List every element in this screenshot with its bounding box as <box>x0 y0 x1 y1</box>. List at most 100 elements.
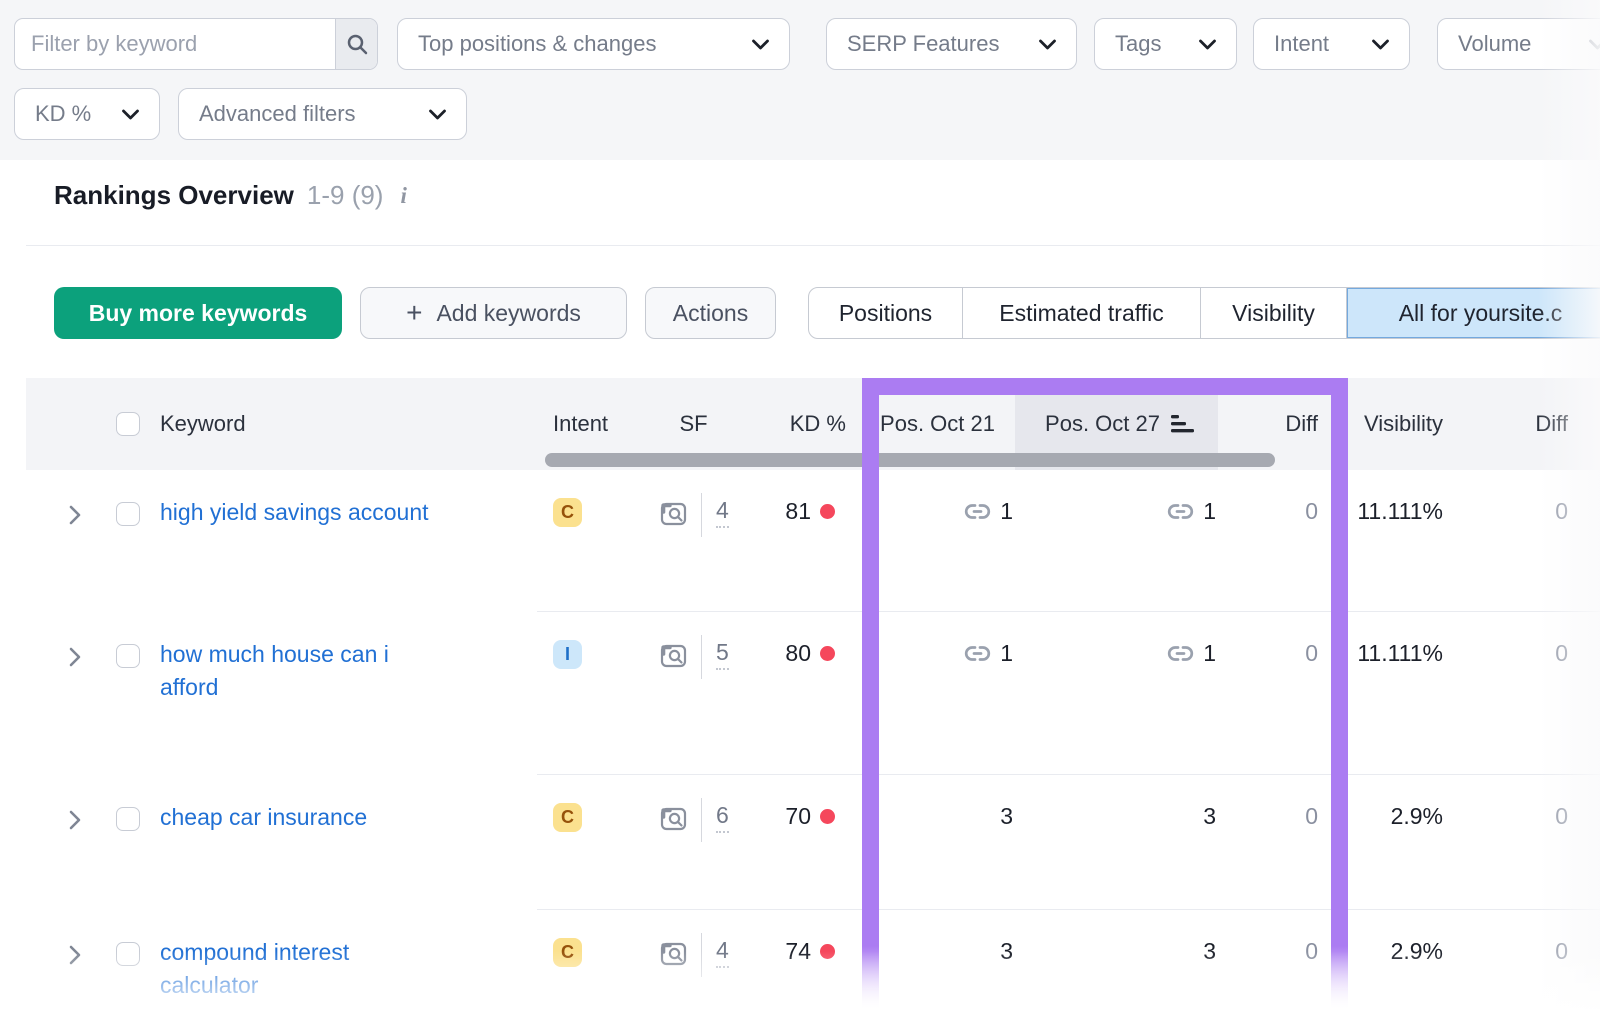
keyword-link[interactable]: compound interest <box>160 939 350 965</box>
sf-cell: 4 <box>637 933 750 977</box>
horizontal-scrollbar-thumb[interactable] <box>545 453 1275 467</box>
tab-positions[interactable]: Positions <box>838 299 933 326</box>
column-header-intent[interactable]: Intent <box>553 411 609 436</box>
search-icon <box>345 32 369 56</box>
tab-estimated-traffic[interactable]: Estimated traffic <box>962 288 1200 338</box>
table-row: high yield savings account C 4 81 <box>0 470 1600 612</box>
dropdown-tags[interactable]: Tags <box>1094 18 1237 70</box>
keyword-cell: high yield savings account <box>160 496 537 529</box>
column-header-visibility[interactable]: Visibility <box>1363 411 1443 436</box>
difficulty-dot-icon <box>820 809 835 824</box>
sf-count[interactable]: 6 <box>716 803 729 833</box>
difficulty-dot-icon <box>820 504 835 519</box>
add-keywords-button[interactable]: + Add keywords <box>360 287 627 339</box>
column-header-pos-oct21[interactable]: Pos. Oct 21 <box>880 411 995 436</box>
table-row: cheap car insurance C 6 70 3 <box>0 775 1600 910</box>
filter-row-1: Top positions & changes SERP Features Ta… <box>14 18 1600 70</box>
serp-features-icon[interactable] <box>637 936 689 969</box>
keyword-filter-input[interactable] <box>15 19 335 69</box>
serp-features-icon[interactable] <box>637 801 689 834</box>
pos-oct27-cell: 1 <box>1015 498 1218 525</box>
diff-cell: 0 <box>1305 938 1318 964</box>
keyword-link-line2[interactable]: calculator <box>160 972 259 998</box>
row-checkbox[interactable] <box>116 644 140 668</box>
row-checkbox[interactable] <box>116 942 140 966</box>
diff-cell: 0 <box>1305 640 1318 666</box>
sf-count[interactable]: 4 <box>716 938 729 968</box>
column-header-diff2[interactable]: Diff <box>1535 411 1568 436</box>
filter-bar: Top positions & changes SERP Features Ta… <box>0 0 1600 160</box>
actions-button[interactable]: Actions <box>645 287 776 339</box>
dropdown-kd[interactable]: KD % <box>14 88 160 140</box>
expand-chevron-icon[interactable] <box>67 801 83 831</box>
keyword-cell: compound interest calculator <box>160 936 537 1002</box>
intent-badge[interactable]: C <box>553 803 582 832</box>
search-button[interactable] <box>335 19 377 69</box>
sf-count[interactable]: 5 <box>716 640 729 670</box>
chevron-down-icon <box>752 39 769 50</box>
keyword-link-line2[interactable]: afford <box>160 674 219 700</box>
keyword-link[interactable]: high yield savings account <box>160 499 429 525</box>
link-icon <box>964 645 991 662</box>
sf-cell: 4 <box>637 493 750 537</box>
link-icon <box>1167 503 1194 520</box>
sf-cell: 5 <box>637 635 750 679</box>
sf-count[interactable]: 4 <box>716 498 729 528</box>
dropdown-volume[interactable]: Volume <box>1437 18 1600 70</box>
toolbar: Buy more keywords + Add keywords Actions… <box>54 287 1600 339</box>
column-header-sf[interactable]: SF <box>679 411 708 436</box>
keyword-link[interactable]: how much house can i <box>160 641 389 667</box>
column-header-diff[interactable]: Diff <box>1285 411 1318 436</box>
chevron-down-icon <box>1199 39 1216 50</box>
expand-chevron-icon[interactable] <box>67 936 83 966</box>
expand-chevron-icon[interactable] <box>67 638 83 668</box>
result-range: 1-9 (9) <box>306 180 384 210</box>
serp-features-icon[interactable] <box>637 496 689 529</box>
keyword-filter-group <box>14 18 378 70</box>
dropdown-label: Volume <box>1458 31 1532 56</box>
difficulty-dot-icon <box>820 646 835 661</box>
serp-features-icon[interactable] <box>637 638 689 671</box>
intent-badge[interactable]: C <box>553 498 582 527</box>
intent-badge[interactable]: I <box>553 640 582 669</box>
visibility-cell: 2.9% <box>1390 938 1443 964</box>
row-checkbox[interactable] <box>116 807 140 831</box>
view-tabs: Positions Estimated traffic Visibility A… <box>808 287 1600 339</box>
pos-oct27-value: 1 <box>1203 640 1216 666</box>
info-icon[interactable]: i <box>400 182 407 208</box>
tab-visibility[interactable]: Visibility <box>1200 288 1346 338</box>
chevron-down-icon <box>1589 39 1600 50</box>
kd-value: 80 <box>785 640 811 666</box>
divider <box>701 798 702 842</box>
visibility-diff-cell: 0 <box>1555 640 1568 666</box>
dropdown-serp-features[interactable]: SERP Features <box>826 18 1077 70</box>
keyword-link[interactable]: cheap car insurance <box>160 804 368 830</box>
visibility-cell: 2.9% <box>1390 803 1443 829</box>
buy-more-keywords-button[interactable]: Buy more keywords <box>54 287 342 339</box>
divider <box>26 245 1600 246</box>
select-all-checkbox[interactable] <box>116 412 140 436</box>
pos-oct27-cell: 3 <box>1015 938 1218 965</box>
row-checkbox[interactable] <box>116 502 140 526</box>
kd-cell: 70 <box>750 803 848 830</box>
pos-oct21-cell: 1 <box>848 640 1015 667</box>
pos-oct21-cell: 1 <box>848 498 1015 525</box>
dropdown-label: Tags <box>1115 31 1162 56</box>
intent-badge[interactable]: C <box>553 938 582 967</box>
visibility-diff-cell: 0 <box>1555 938 1568 964</box>
visibility-diff-cell: 0 <box>1555 498 1568 524</box>
pos-oct21-value: 1 <box>1000 498 1013 524</box>
link-icon <box>964 503 991 520</box>
pos-oct27-value: 1 <box>1203 498 1216 524</box>
filter-row-2: KD % Advanced filters <box>14 88 467 140</box>
dropdown-top-positions[interactable]: Top positions & changes <box>397 18 790 70</box>
dropdown-advanced-filters[interactable]: Advanced filters <box>178 88 467 140</box>
column-header-keyword[interactable]: Keyword <box>160 411 246 436</box>
diff-cell: 0 <box>1305 498 1318 524</box>
tab-all-for-site[interactable]: All for yoursite.c <box>1346 288 1600 338</box>
dropdown-label: KD % <box>35 101 92 126</box>
column-header-kd[interactable]: KD % <box>789 411 846 436</box>
expand-chevron-icon[interactable] <box>67 496 83 526</box>
dropdown-intent[interactable]: Intent <box>1253 18 1410 70</box>
